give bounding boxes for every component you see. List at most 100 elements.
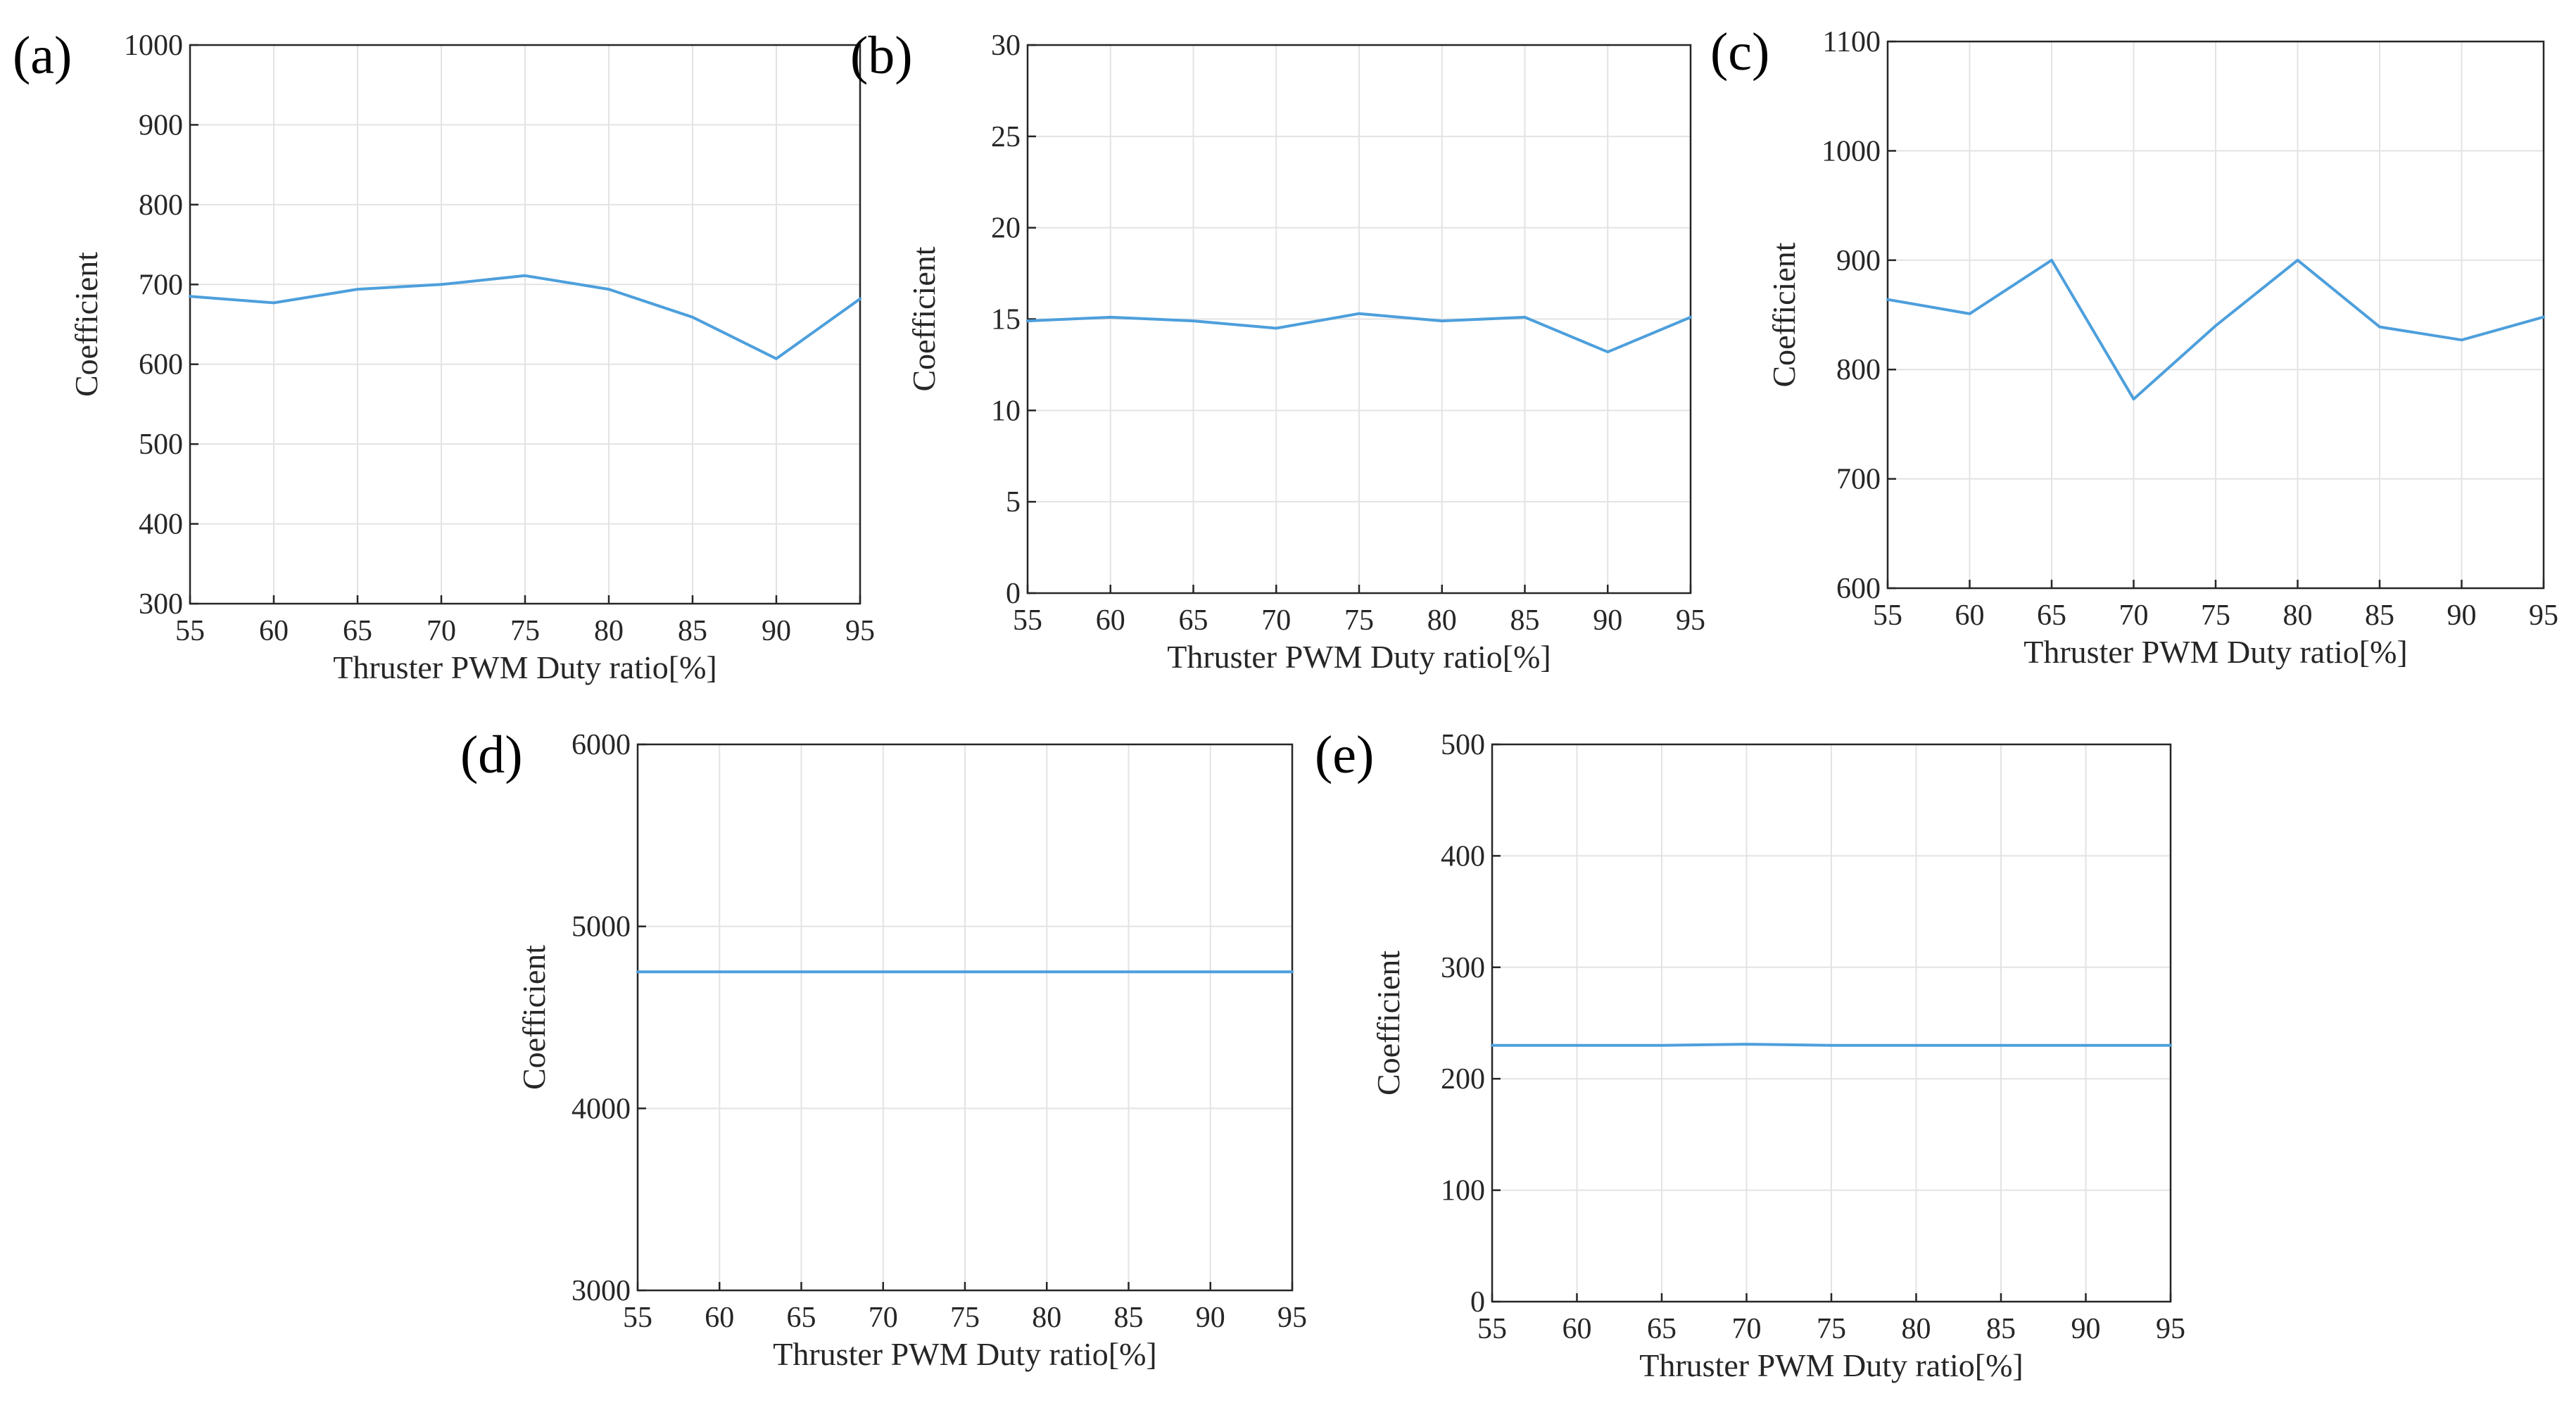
data-point (2296, 258, 2300, 262)
panel-label: (d) (460, 725, 523, 785)
y-tick-label: 500 (139, 428, 183, 461)
y-tick-label: 500 (1441, 729, 1485, 761)
y-tick-label: 0 (1006, 578, 1021, 610)
data-point (523, 274, 527, 278)
data-point (800, 970, 804, 974)
data-point (1999, 1043, 2003, 1048)
y-tick-label: 15 (991, 304, 1021, 336)
data-point (1605, 350, 1610, 354)
x-tick-label: 65 (787, 1302, 816, 1334)
x-tick-label: 95 (845, 615, 875, 647)
y-axis-label: Coefficient (1370, 951, 1406, 1095)
data-point (2050, 258, 2054, 262)
x-tick-label: 75 (950, 1302, 980, 1334)
data-point (1127, 970, 1131, 974)
series-line (1886, 258, 2545, 401)
series-line (1026, 312, 1692, 354)
data-point (1914, 1043, 1919, 1048)
y-tick-label: 100 (1441, 1175, 1485, 1207)
y-tick-label: 6000 (572, 729, 631, 761)
x-tick-label: 85 (1986, 1313, 2016, 1345)
data-point (2084, 1043, 2088, 1048)
y-tick-label: 20 (991, 212, 1021, 245)
x-tick-label: 75 (510, 615, 540, 647)
y-tick-label: 700 (139, 269, 183, 301)
data-point (1025, 319, 1030, 323)
x-axis-label: Thruster PWM Duty ratio[%] (773, 1336, 1157, 1372)
x-tick-label: 90 (2071, 1313, 2101, 1345)
data-point (2378, 325, 2382, 329)
x-tick-label: 90 (1593, 604, 1622, 637)
data-point (188, 294, 192, 298)
y-axis-label: Coefficient (516, 945, 552, 1090)
y-tick-label: 0 (1470, 1286, 1485, 1319)
panel-d: 55 60 65 70 75 80 85 90 95 3000 4000 5000 6000 Thrust… (460, 725, 1307, 1372)
x-tick-label: 80 (594, 615, 624, 647)
data-point (1745, 1042, 1749, 1046)
data-point (1290, 970, 1294, 974)
series-line (189, 274, 861, 360)
x-tick-label: 60 (705, 1302, 734, 1334)
panel-e: 55 60 65 70 75 80 85 90 95 0 100 200 300 400 500 Thrust… (1315, 725, 2185, 1383)
x-tick-label: 70 (1261, 604, 1291, 637)
x-tick-label: 65 (343, 615, 372, 647)
data-point (2460, 338, 2464, 342)
x-tick-label: 85 (1114, 1302, 1144, 1334)
y-tick-label: 4000 (572, 1093, 631, 1125)
y-tick-label: 800 (139, 189, 183, 222)
y-tick-label: 900 (139, 109, 183, 141)
y-tick-label: 1000 (124, 30, 183, 62)
data-point (1208, 970, 1213, 974)
panel-label: (a) (13, 26, 72, 85)
x-tick-label: 95 (2529, 599, 2558, 632)
y-tick-label: 900 (1836, 245, 1881, 277)
panel-b: 55 60 65 70 75 80 85 90 95 0 5 10 15 20 25 30 Thruster P… (850, 26, 1705, 675)
x-tick-label: 60 (1096, 604, 1125, 637)
y-tick-label: 3000 (572, 1275, 631, 1307)
data-point (1109, 315, 1113, 319)
x-tick-label: 85 (1510, 604, 1540, 637)
x-tick-label: 90 (2447, 599, 2477, 632)
x-tick-label: 65 (1647, 1313, 1677, 1345)
x-tick-label: 95 (2156, 1313, 2185, 1345)
y-tick-label: 200 (1441, 1063, 1485, 1095)
y-tick-label: 5 (1006, 486, 1021, 519)
y-axis-label: Coefficient (1766, 242, 1802, 387)
data-point (717, 970, 721, 974)
y-tick-label: 30 (991, 30, 1021, 62)
x-tick-label: 55 (1873, 599, 1902, 632)
x-tick-label: 80 (1427, 604, 1457, 637)
x-tick-label: 80 (1902, 1313, 1931, 1345)
data-point (1660, 1043, 1664, 1048)
series-line (1491, 1043, 2172, 1047)
data-point (1490, 1043, 1494, 1048)
x-tick-label: 60 (1955, 599, 1985, 632)
x-tick-label: 80 (1032, 1302, 1061, 1334)
data-point (607, 287, 611, 291)
data-point (881, 970, 885, 974)
data-point (858, 297, 862, 301)
x-tick-label: 70 (2119, 599, 2149, 632)
x-tick-label: 60 (259, 615, 289, 647)
data-point (1968, 312, 1972, 316)
y-tick-label: 25 (991, 121, 1021, 153)
y-tick-label: 10 (991, 395, 1021, 427)
x-tick-label: 70 (427, 615, 456, 647)
x-tick-label: 95 (1676, 604, 1705, 637)
x-tick-label: 90 (1196, 1302, 1225, 1334)
data-point (2214, 324, 2218, 328)
x-tick-label: 95 (1277, 1302, 1307, 1334)
panel-label: (c) (1710, 23, 1769, 82)
x-tick-label: 70 (1732, 1313, 1762, 1345)
y-tick-label: 800 (1836, 354, 1881, 386)
x-tick-label: 75 (1344, 604, 1374, 637)
x-tick-label: 75 (1817, 1313, 1846, 1345)
x-tick-label: 65 (2037, 599, 2066, 632)
y-tick-label: 5000 (572, 911, 631, 944)
data-point (963, 970, 967, 974)
x-tick-label: 55 (623, 1302, 652, 1334)
data-point (1523, 315, 1527, 319)
data-point (2132, 397, 2136, 401)
y-tick-label: 300 (1441, 952, 1485, 984)
